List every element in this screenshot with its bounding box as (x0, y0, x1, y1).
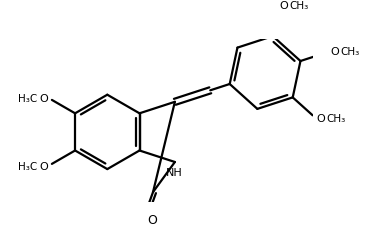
Text: H₃C: H₃C (18, 93, 37, 103)
Text: O: O (279, 1, 288, 11)
Text: CH₃: CH₃ (290, 1, 309, 11)
Text: H₃C: H₃C (18, 161, 37, 171)
Text: O: O (39, 161, 48, 171)
Text: CH₃: CH₃ (326, 114, 346, 124)
Text: O: O (316, 114, 325, 124)
Text: O: O (330, 47, 339, 57)
Text: CH₃: CH₃ (341, 47, 360, 57)
Text: O: O (39, 93, 48, 103)
Text: O: O (148, 214, 158, 227)
Text: NH: NH (166, 167, 182, 177)
